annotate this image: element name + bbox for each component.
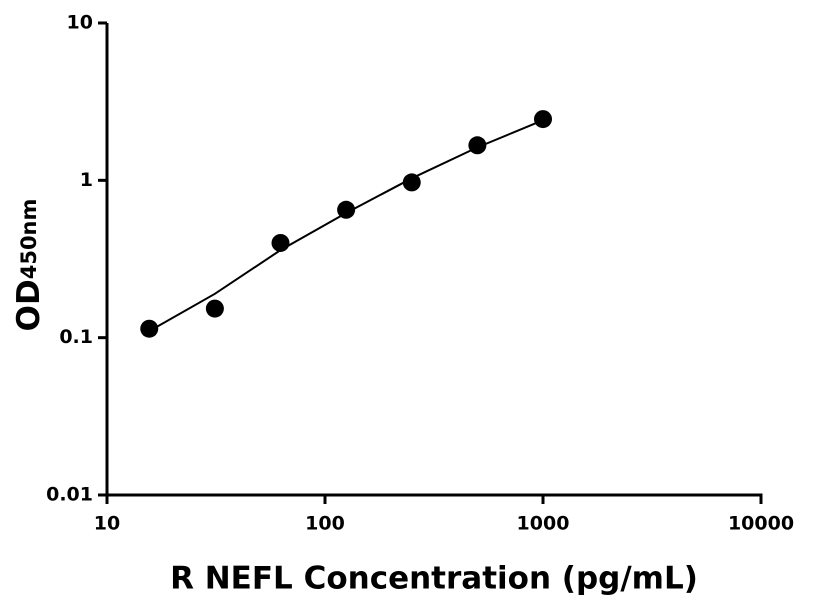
data-point xyxy=(534,110,552,129)
data-point xyxy=(402,173,421,192)
y-tick-label: 0.1 xyxy=(59,326,93,348)
data-point xyxy=(205,299,224,318)
fit-curve xyxy=(148,119,544,333)
data-point xyxy=(271,233,290,252)
x-tick-label: 10 xyxy=(94,513,120,535)
data-point xyxy=(468,136,487,155)
y-axis-label: OD450nm xyxy=(11,199,47,332)
x-tick-label: 10000 xyxy=(728,513,794,535)
data-point xyxy=(337,200,356,219)
x-tick-label: 1000 xyxy=(517,513,570,535)
y-tick-label: 10 xyxy=(67,12,93,34)
x-axis-label: R NEFL Concentration (pg/mL) xyxy=(170,561,698,597)
y-axis-label-sub: 450nm xyxy=(17,199,41,280)
y-axis-label-main: OD xyxy=(11,279,47,331)
x-tick-label: 100 xyxy=(305,513,345,535)
y-tick-label: 0.01 xyxy=(46,484,93,506)
y-tick-label: 1 xyxy=(80,169,93,191)
data-point xyxy=(140,319,159,338)
